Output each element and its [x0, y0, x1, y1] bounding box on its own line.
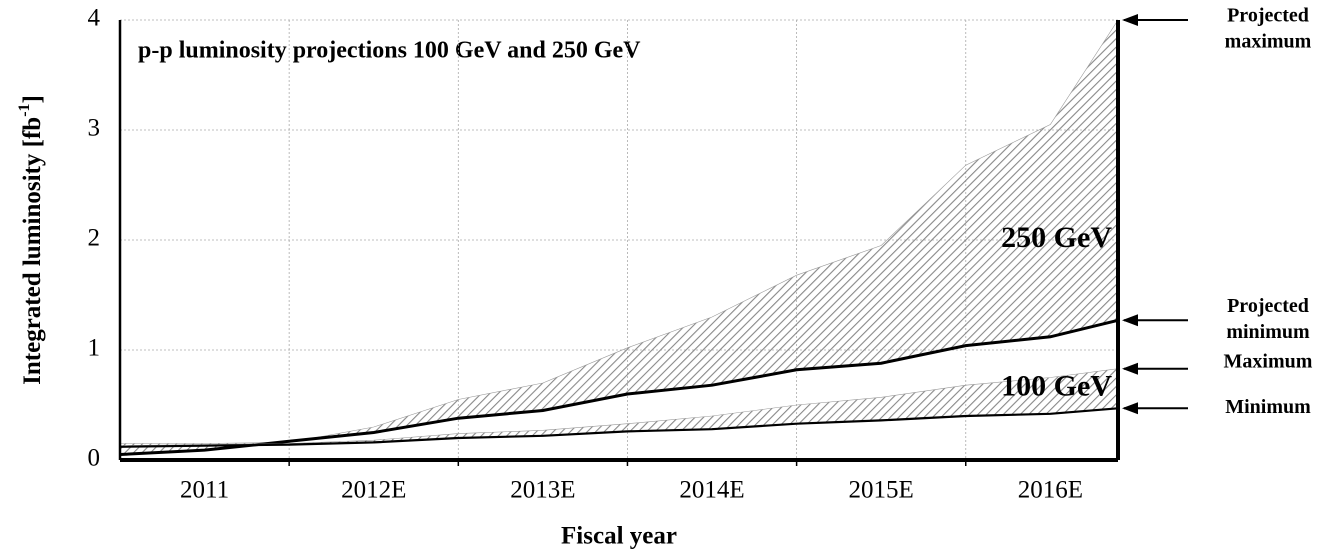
y-tick-label: 2 [88, 225, 101, 252]
series-label: 100 GeV [1001, 369, 1112, 402]
series-line [119, 318, 1119, 456]
y-tick-label: 3 [88, 115, 101, 142]
series-label: 250 GeV [1001, 221, 1112, 254]
annotation: Projected [1227, 295, 1309, 317]
arrow-head [1122, 14, 1138, 26]
y-label-end: ] [19, 95, 46, 103]
x-tick-label: 2016E [1018, 477, 1083, 504]
annotation: Maximum [1224, 350, 1313, 372]
annotation: Minimum [1225, 396, 1311, 418]
y-tick-label: 0 [88, 445, 101, 472]
annotation: maximum [1225, 31, 1312, 53]
y-label-text: Integrated luminosity [fb [19, 117, 46, 385]
chart-title: p-p luminosity projections 100 GeV and 2… [138, 38, 641, 64]
series-line [119, 407, 1119, 448]
x-tick-label: 2013E [510, 477, 575, 504]
arrow-head [1122, 402, 1138, 415]
y-tick-label: 4 [88, 5, 101, 32]
y-axis-label: Integrated luminosity [fb-1] [16, 95, 46, 385]
arrow-head [1122, 314, 1138, 327]
x-axis-label: Fiscal year [561, 523, 677, 550]
hatch-band [120, 20, 1118, 455]
y-label-sup: -1 [16, 103, 33, 116]
x-tick-label: 2015E [849, 477, 914, 504]
annotation: Projected [1227, 5, 1309, 27]
x-tick-label: 2011 [180, 477, 229, 504]
x-tick-label: 2014E [679, 477, 744, 504]
annotation: minimum [1226, 321, 1310, 343]
arrow-head [1122, 362, 1138, 375]
y-tick-label: 1 [88, 335, 101, 362]
x-tick-label: 2012E [341, 477, 406, 504]
